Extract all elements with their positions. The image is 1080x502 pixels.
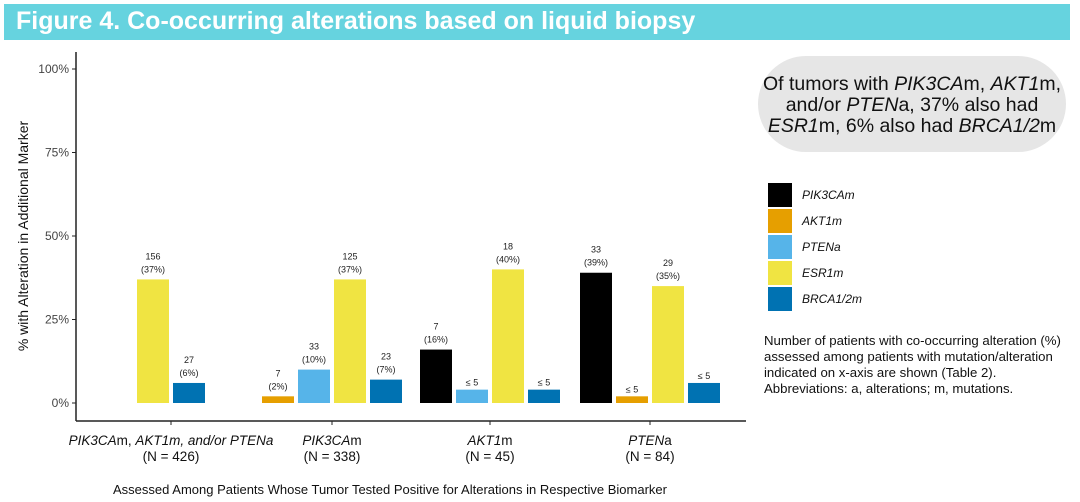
figure-title: Figure 4. Co-occurring alterations based… xyxy=(16,7,696,35)
x-category-name: PTENa xyxy=(628,433,672,448)
gene-name: PIK3CA xyxy=(894,72,964,95)
bar-percent-label: (6%) xyxy=(179,368,198,378)
bar-brca12m xyxy=(370,379,402,403)
legend-swatch xyxy=(768,183,792,207)
x-category-label: PIK3CAm (N = 338) xyxy=(302,433,361,465)
bar-percent-label: (37%) xyxy=(338,264,362,274)
bar-count-label: 7 xyxy=(433,322,438,332)
x-axis-title: Assessed Among Patients Whose Tumor Test… xyxy=(113,482,668,497)
y-tick-label: 0% xyxy=(52,396,70,410)
bar-count-label: 33 xyxy=(591,245,601,255)
bar-ptena xyxy=(298,369,330,403)
bar-count-label: ≤ 5 xyxy=(466,378,478,388)
legend-swatch xyxy=(768,235,792,259)
legend-label: PIK3CAm xyxy=(802,188,855,202)
bar-percent-label: (39%) xyxy=(584,258,608,268)
x-category-name: AKT1m xyxy=(467,433,513,448)
bar-akt1m xyxy=(262,396,294,403)
y-axis-title: % with Alteration in Additional Marker xyxy=(15,120,31,351)
bar-count-label: 33 xyxy=(309,342,319,352)
callout-text: Of tumors with PIK3CAm, AKT1m, and/or PT… xyxy=(758,72,1066,137)
callout-text-part: Of tumors with xyxy=(762,72,895,95)
legend-label: BRCA1/2m xyxy=(802,292,863,306)
legend: PIK3CAm AKT1m PTENa ESR1m BRCA1/2m xyxy=(768,182,862,312)
y-tick-label: 75% xyxy=(45,146,69,160)
bar-akt1m xyxy=(616,396,648,403)
callout-text-part: a, 37% also had xyxy=(898,93,1039,116)
bar-percent-label: (2%) xyxy=(268,381,287,391)
x-category-n: (N = 338) xyxy=(303,449,361,464)
x-category-n: (N = 84) xyxy=(625,449,675,464)
bar-ptena xyxy=(456,389,488,403)
y-tick-label: 100% xyxy=(38,62,69,76)
legend-swatch xyxy=(768,209,792,233)
bar-pik3cam xyxy=(420,349,452,403)
bar-count-label: 156 xyxy=(145,251,160,261)
summary-callout: Of tumors with PIK3CAm, AKT1m, and/or PT… xyxy=(758,56,1066,152)
callout-text-part: m, 6% also had xyxy=(818,114,959,137)
y-tick-label: 25% xyxy=(45,313,69,327)
title-bar: Figure 4. Co-occurring alterations based… xyxy=(4,4,1070,40)
x-category-label: AKT1m (N = 45) xyxy=(465,433,514,465)
bar-percent-label: (37%) xyxy=(141,264,165,274)
bar-percent-label: (35%) xyxy=(656,271,680,281)
bar-percent-label: (40%) xyxy=(496,254,520,264)
bar-percent-label: (7%) xyxy=(376,365,395,375)
bar-count-label: 23 xyxy=(381,352,391,362)
gene-name: ESR1 xyxy=(767,114,819,137)
bar-brca12m xyxy=(688,382,720,403)
bar-pik3cam xyxy=(580,272,612,403)
bar-count-label: ≤ 5 xyxy=(626,384,638,394)
bar-brca12m xyxy=(528,389,560,403)
bar-esr1m xyxy=(334,279,366,403)
legend-item: PTENa xyxy=(768,234,862,260)
legend-item: AKT1m xyxy=(768,208,862,234)
bar-esr1m xyxy=(137,279,169,403)
x-category-name: PIK3CAm, AKT1m, and/or PTENa xyxy=(68,433,274,448)
bar-count-label: ≤ 5 xyxy=(538,378,550,388)
y-tick-label: 50% xyxy=(45,229,69,243)
legend-swatch xyxy=(768,261,792,285)
x-category-n: (N = 426) xyxy=(142,449,200,464)
legend-label: AKT1m xyxy=(802,214,843,228)
x-category-label: PTENa (N = 84) xyxy=(625,433,674,465)
legend-label: PTENa xyxy=(802,240,841,254)
gene-name: PTEN xyxy=(846,93,899,116)
x-category-label: PIK3CAm, AKT1m, and/or PTENa (N = 426) xyxy=(69,433,274,465)
legend-swatch xyxy=(768,287,792,311)
legend-item: BRCA1/2m xyxy=(768,286,862,312)
legend-label: ESR1m xyxy=(802,266,844,280)
bar-esr1m xyxy=(492,269,524,403)
gene-name: AKT1 xyxy=(990,72,1040,95)
x-category-name: PIK3CAm xyxy=(302,433,362,448)
bar-count-label: 29 xyxy=(663,258,673,268)
bar-esr1m xyxy=(652,286,684,403)
callout-text-part: m, xyxy=(963,72,991,95)
callout-text-part: m xyxy=(1039,114,1057,137)
x-category-n: (N = 45) xyxy=(465,449,515,464)
bar-percent-label: (16%) xyxy=(424,335,448,345)
bar-count-label: 27 xyxy=(184,355,194,365)
callout-text-part: m, and/or xyxy=(785,72,1062,116)
legend-item: PIK3CAm xyxy=(768,182,862,208)
bar-count-label: 7 xyxy=(275,368,280,378)
bar-brca12m xyxy=(173,382,205,403)
bar-percent-label: (10%) xyxy=(302,355,326,365)
bar-count-label: ≤ 5 xyxy=(698,371,710,381)
bar-count-label: 125 xyxy=(342,251,357,261)
gene-name: BRCA1/2 xyxy=(958,114,1040,137)
bar-count-label: 18 xyxy=(503,241,513,251)
footnote: Number of patients with co-occurring alt… xyxy=(764,333,1061,396)
legend-item: ESR1m xyxy=(768,260,862,286)
